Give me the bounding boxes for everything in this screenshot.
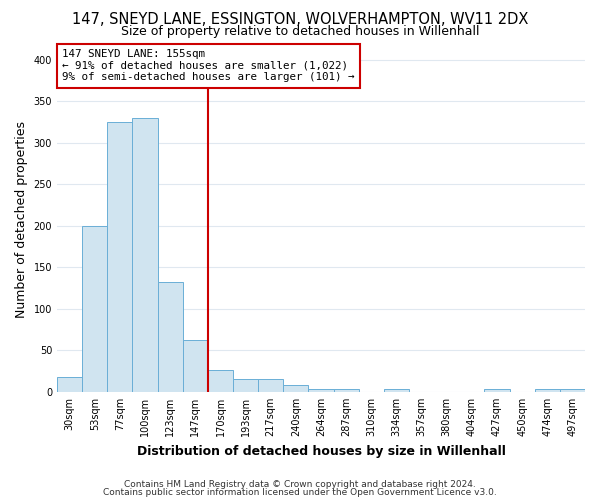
Bar <box>484 390 509 392</box>
Bar <box>258 380 283 392</box>
Bar <box>133 118 158 392</box>
Text: Size of property relative to detached houses in Willenhall: Size of property relative to detached ho… <box>121 25 479 38</box>
Bar <box>308 388 334 392</box>
Text: Contains public sector information licensed under the Open Government Licence v3: Contains public sector information licen… <box>103 488 497 497</box>
Text: 147, SNEYD LANE, ESSINGTON, WOLVERHAMPTON, WV11 2DX: 147, SNEYD LANE, ESSINGTON, WOLVERHAMPTO… <box>72 12 528 28</box>
Bar <box>384 390 409 392</box>
Bar <box>57 377 82 392</box>
Bar <box>535 390 560 392</box>
Text: 147 SNEYD LANE: 155sqm
← 91% of detached houses are smaller (1,022)
9% of semi-d: 147 SNEYD LANE: 155sqm ← 91% of detached… <box>62 49 355 82</box>
Bar <box>82 226 107 392</box>
Bar <box>283 386 308 392</box>
Bar <box>158 282 183 392</box>
Bar <box>233 378 258 392</box>
Text: Contains HM Land Registry data © Crown copyright and database right 2024.: Contains HM Land Registry data © Crown c… <box>124 480 476 489</box>
Bar <box>560 388 585 392</box>
Y-axis label: Number of detached properties: Number of detached properties <box>15 121 28 318</box>
Bar <box>208 370 233 392</box>
Bar <box>107 122 133 392</box>
X-axis label: Distribution of detached houses by size in Willenhall: Distribution of detached houses by size … <box>137 444 505 458</box>
Bar <box>334 390 359 392</box>
Bar <box>183 340 208 392</box>
